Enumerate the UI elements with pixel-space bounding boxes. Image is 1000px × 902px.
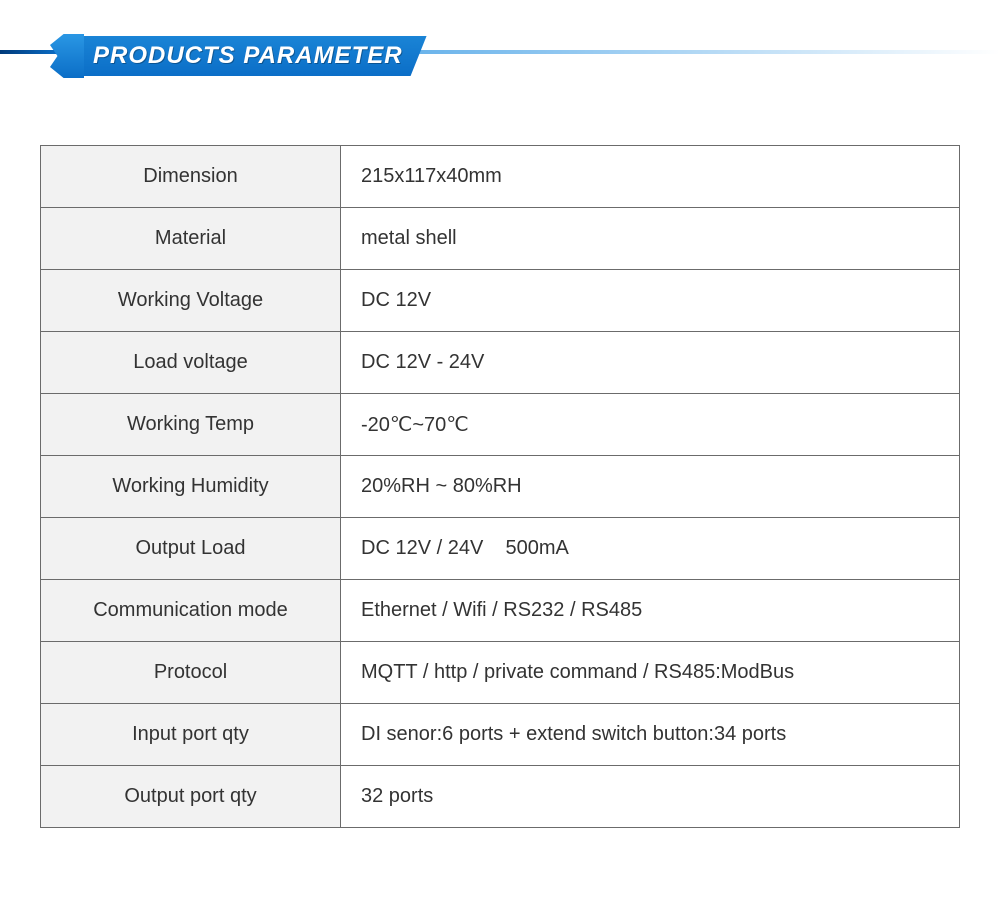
table-row: Input port qtyDI senor:6 ports + extend …	[41, 704, 960, 766]
param-value: MQTT / http / private command / RS485:Mo…	[341, 642, 960, 704]
param-label: Protocol	[41, 642, 341, 704]
table-row: Materialmetal shell	[41, 208, 960, 270]
spec-table: Dimension215x117x40mmMaterialmetal shell…	[40, 145, 960, 828]
param-label: Material	[41, 208, 341, 270]
param-value: DC 12V - 24V	[341, 332, 960, 394]
param-label: Working Temp	[41, 394, 341, 456]
param-label: Output port qty	[41, 766, 341, 828]
param-label: Communication mode	[41, 580, 341, 642]
table-row: Working Humidity20%RH ~ 80%RH	[41, 456, 960, 518]
table-row: Communication modeEthernet / Wifi / RS23…	[41, 580, 960, 642]
param-value: 215x117x40mm	[341, 146, 960, 208]
param-value: 32 ports	[341, 766, 960, 828]
banner-title: PRODUCTS PARAMETER	[93, 42, 403, 70]
param-label: Working Voltage	[41, 270, 341, 332]
table-row: ProtocolMQTT / http / private command / …	[41, 642, 960, 704]
param-value: 20%RH ~ 80%RH	[341, 456, 960, 518]
param-label: Working Humidity	[41, 456, 341, 518]
table-row: Working VoltageDC 12V	[41, 270, 960, 332]
section-header-banner: PRODUCTS PARAMETER	[0, 30, 1000, 105]
param-value: DI senor:6 ports + extend switch button:…	[341, 704, 960, 766]
param-label: Dimension	[41, 146, 341, 208]
param-label: Output Load	[41, 518, 341, 580]
table-row: Output LoadDC 12V / 24V 500mA	[41, 518, 960, 580]
param-value: metal shell	[341, 208, 960, 270]
table-row: Working Temp-20℃~70℃	[41, 394, 960, 456]
param-value: -20℃~70℃	[341, 394, 960, 456]
table-row: Load voltageDC 12V - 24V	[41, 332, 960, 394]
param-value: Ethernet / Wifi / RS232 / RS485	[341, 580, 960, 642]
param-value: DC 12V / 24V 500mA	[341, 518, 960, 580]
param-label: Load voltage	[41, 332, 341, 394]
table-row: Dimension215x117x40mm	[41, 146, 960, 208]
banner-label: PRODUCTS PARAMETER	[75, 36, 427, 76]
param-label: Input port qty	[41, 704, 341, 766]
table-row: Output port qty32 ports	[41, 766, 960, 828]
banner-left-tab-shape	[50, 34, 84, 78]
param-value: DC 12V	[341, 270, 960, 332]
